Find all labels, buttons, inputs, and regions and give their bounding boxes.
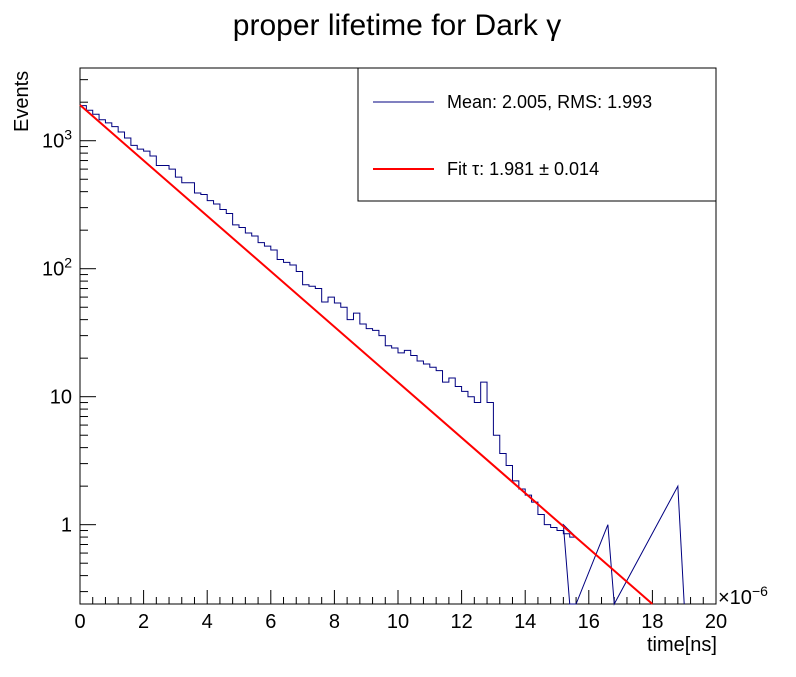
y-tick-label: 102 xyxy=(42,255,72,281)
y-axis-label: Events xyxy=(11,71,33,132)
x-tick-label: 0 xyxy=(74,611,85,633)
x-exponent-label: ×10−6 xyxy=(718,583,768,609)
legend-label-fit: Fit τ: 1.981 ± 0.014 xyxy=(447,159,599,179)
x-tick-label: 18 xyxy=(641,611,663,633)
chart-title: proper lifetime for Dark γ xyxy=(233,9,561,42)
y-tick-label: 103 xyxy=(42,127,72,153)
x-tick-label: 14 xyxy=(514,611,536,633)
x-tick-label: 6 xyxy=(265,611,276,633)
x-tick-label: 4 xyxy=(202,611,213,633)
x-tick-label: 16 xyxy=(578,611,600,633)
y-tick-label: 10 xyxy=(50,387,72,409)
histogram-series xyxy=(80,105,685,606)
y-tick-label-base: 10 xyxy=(42,131,64,153)
y-tick-label-base: 10 xyxy=(42,259,64,281)
y-tick-label-exponent: 3 xyxy=(64,127,72,143)
fit-line xyxy=(79,104,654,605)
legend-box xyxy=(357,67,717,202)
x-tick-label: 2 xyxy=(138,611,149,633)
legend-label-histogram: Mean: 2.005, RMS: 1.993 xyxy=(447,92,652,112)
y-tick-label: 1 xyxy=(61,515,72,537)
x-tick-label: 8 xyxy=(329,611,340,633)
y-tick-label-exponent: 2 xyxy=(64,255,72,271)
x-tick-label: 12 xyxy=(450,611,472,633)
legend: Mean: 2.005, RMS: 1.993 Fit τ: 1.981 ± 0… xyxy=(357,67,717,202)
x-tick-label: 10 xyxy=(387,611,409,633)
x-exponent: ×10−6 xyxy=(718,583,768,609)
x-exponent-base: ×10 xyxy=(718,587,752,609)
x-axis-label: time[ns] xyxy=(647,634,717,656)
x-exponent-power: −6 xyxy=(752,583,768,599)
x-tick-label: 20 xyxy=(705,611,727,633)
